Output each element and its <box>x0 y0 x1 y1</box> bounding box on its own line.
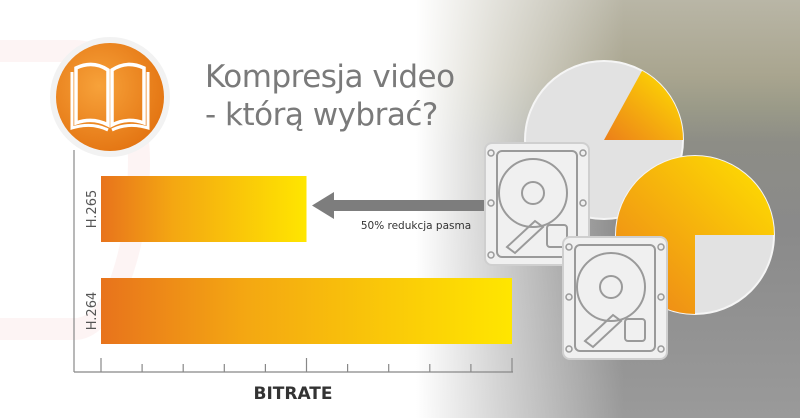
drive-frame <box>496 150 578 258</box>
title-line-2: - którą wybrać? <box>205 97 438 133</box>
screw <box>565 345 573 353</box>
x-axis-label: BITRATE <box>253 384 332 404</box>
title-line-1: Kompresja video <box>205 59 455 95</box>
screw <box>487 199 495 207</box>
hard-drive-icon <box>484 142 590 266</box>
drive-chip <box>546 224 568 248</box>
screw <box>487 251 495 259</box>
screw <box>565 293 573 301</box>
screw <box>579 149 587 157</box>
drive-chip <box>624 318 646 342</box>
spindle <box>521 181 545 205</box>
platter <box>498 158 568 228</box>
actuator-arm <box>505 219 545 255</box>
hard-drive-icon <box>562 236 668 360</box>
arrow-left-icon <box>312 192 488 219</box>
platter <box>576 252 646 322</box>
pie-chart-1-slice <box>604 70 683 140</box>
actuator-arm <box>583 313 623 349</box>
category-label: H.264 <box>85 292 100 331</box>
screw <box>657 345 665 353</box>
bar-h265 <box>101 176 307 242</box>
spindle <box>599 275 623 299</box>
drive-frame <box>574 244 656 352</box>
reduction-annotation: 50% redukcja pasma <box>361 220 471 232</box>
screw <box>565 243 573 251</box>
screw <box>487 149 495 157</box>
screw <box>579 199 587 207</box>
screw <box>657 293 665 301</box>
category-label: H.265 <box>85 190 100 229</box>
open-book-icon <box>50 37 170 157</box>
bar-h264 <box>101 278 512 344</box>
page-title: Kompresja video - którą wybrać? <box>205 58 495 134</box>
screw <box>657 243 665 251</box>
